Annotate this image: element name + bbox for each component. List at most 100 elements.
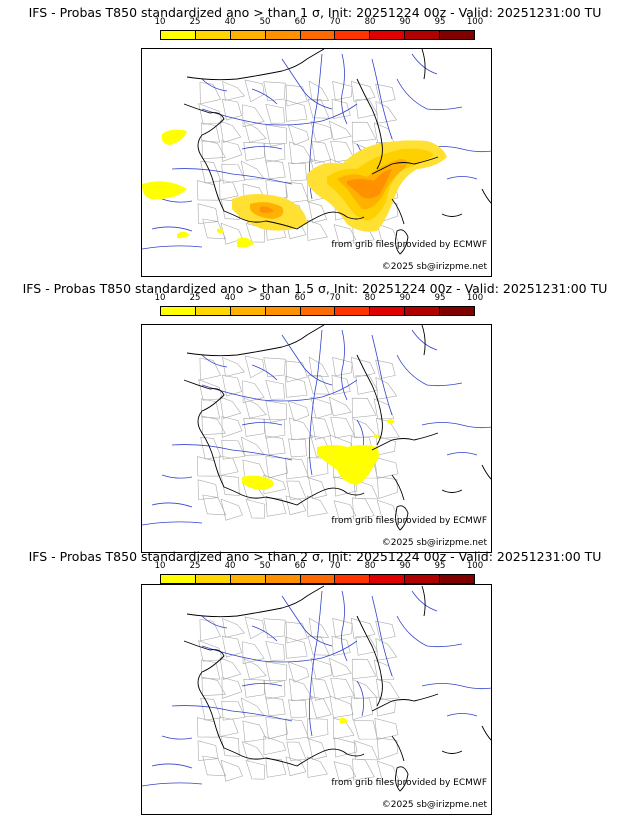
department-boundaries — [197, 616, 400, 783]
department-outline — [355, 636, 378, 656]
coastline-border — [395, 229, 409, 255]
colorbar-swatch — [230, 31, 266, 39]
department-outline — [311, 417, 332, 440]
river-line — [411, 329, 438, 351]
department-outline — [222, 356, 246, 377]
department-outline — [221, 677, 243, 699]
department-outline — [328, 120, 352, 141]
coastline-border — [441, 213, 463, 217]
coastline-border — [186, 325, 325, 357]
colorbar-swatch — [370, 31, 406, 39]
colorbar-swatch — [161, 31, 196, 39]
coastline-border — [395, 505, 409, 531]
department-outline — [285, 756, 307, 777]
department-outline — [197, 740, 219, 761]
department-outline — [222, 617, 246, 638]
colorbar-tick-label: 60 — [294, 561, 306, 571]
coastline-border — [356, 615, 383, 707]
map-panel-3: IFS - Probas T850 standardized ano > tha… — [0, 549, 630, 828]
department-outline — [376, 737, 398, 760]
department-outline — [373, 398, 395, 419]
department-outline — [219, 396, 242, 419]
colorbar-tick-label: 40 — [224, 561, 236, 571]
river-line — [142, 245, 203, 250]
department-outline — [288, 162, 307, 182]
department-outline — [220, 759, 243, 782]
coastline-border — [421, 585, 426, 617]
coastline-border — [391, 198, 405, 225]
colorbar-tick-label: 80 — [364, 293, 376, 303]
river-line — [446, 452, 478, 456]
department-outline — [198, 103, 223, 125]
department-outline — [243, 142, 266, 161]
river-line — [201, 379, 358, 402]
colorbar-tick-label: 90 — [399, 293, 411, 303]
department-outline — [287, 661, 310, 683]
data-source-credit: from grib files provided by ECMWF — [331, 240, 487, 250]
department-outline — [375, 376, 398, 400]
department-outline — [265, 696, 286, 717]
department-outline — [244, 355, 265, 379]
river-line — [142, 521, 203, 526]
river-line — [396, 615, 463, 648]
river-line — [201, 615, 228, 629]
department-outline — [329, 695, 354, 719]
department-outline — [289, 678, 314, 702]
colorbar-tick-label: 50 — [259, 293, 271, 303]
colorbar-tick-label: 100 — [466, 17, 484, 27]
colorbar-tick-label: 10 — [154, 293, 166, 303]
river-line — [201, 640, 358, 663]
coastline-border — [391, 735, 405, 762]
data-source-credit: from grib files provided by ECMWF — [331, 516, 487, 526]
map-panel-1: IFS - Probas T850 standardized ano > tha… — [0, 0, 630, 277]
department-outline — [284, 636, 308, 659]
river-line — [281, 595, 333, 647]
coastline-border — [395, 766, 409, 792]
river-line — [356, 680, 365, 717]
department-outline — [221, 700, 246, 721]
department-outline — [374, 717, 399, 740]
river-line — [241, 146, 283, 150]
colorbar-ticks: 10 25 40 50 60 70 80 90 95 100 — [155, 561, 484, 571]
copyright-credit: ©2025 sb@irizpme.net — [381, 538, 487, 548]
coastline-border — [183, 379, 365, 506]
department-outline — [244, 79, 265, 103]
department-outline — [310, 396, 333, 419]
department-outline — [307, 98, 330, 119]
copyright-credit: ©2025 sb@irizpme.net — [381, 262, 487, 272]
river-line — [281, 58, 333, 110]
river-line — [241, 683, 283, 687]
colorbar-swatch — [405, 31, 441, 39]
colorbar-swatch — [335, 31, 371, 39]
colorbar-swatch — [300, 307, 336, 315]
department-outline — [376, 760, 400, 783]
department-outline — [265, 640, 285, 661]
department-outline — [265, 379, 285, 400]
department-outline — [197, 456, 219, 477]
river-line — [446, 176, 478, 180]
department-outline — [265, 435, 286, 456]
department-outline — [265, 497, 287, 517]
river-line — [421, 422, 491, 429]
panel-title: IFS - Probas T850 standardized ano > tha… — [28, 549, 602, 564]
department-outline — [197, 479, 219, 500]
colorbar-swatch — [440, 307, 475, 315]
coastline-border — [183, 103, 365, 230]
river-line — [171, 444, 293, 461]
department-outline — [219, 179, 239, 200]
probability-shading — [339, 717, 348, 724]
colorbar-swatch — [265, 31, 301, 39]
department-outline — [353, 740, 379, 761]
colorbar-tick-label: 95 — [434, 293, 446, 303]
colorbar-swatch — [300, 31, 336, 39]
department-outline — [308, 356, 330, 377]
coastline-border — [421, 49, 426, 80]
department-outline — [308, 201, 328, 223]
department-outline — [197, 180, 219, 201]
colorbar-swatch — [440, 575, 475, 583]
colorbar — [160, 574, 475, 584]
department-outline — [307, 374, 330, 395]
department-outline — [243, 679, 266, 698]
probability-map: from grib files provided by ECMWF ©2025 … — [141, 324, 492, 553]
department-outline — [199, 619, 222, 642]
